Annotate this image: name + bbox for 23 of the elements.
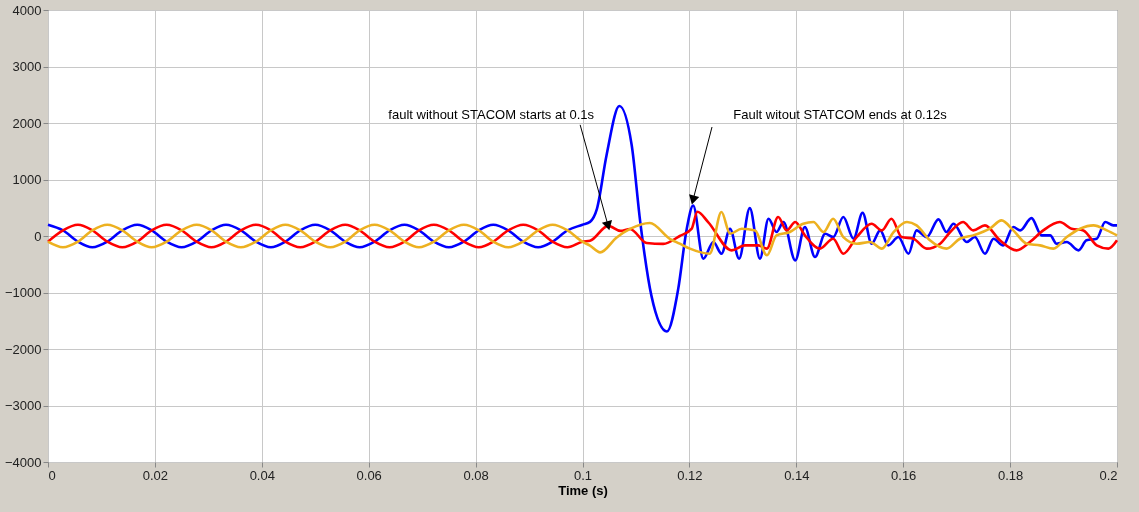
- y-tick-label: 1000: [12, 172, 42, 187]
- x-tick-label: 0.1: [573, 467, 593, 483]
- x-tick-label: 0.2: [1099, 467, 1118, 483]
- y-tick-label: −4000: [4, 454, 42, 470]
- x-tick-label: 0.12: [677, 467, 703, 483]
- x-tick-label: 0.08: [463, 467, 489, 483]
- x-tick-label: 0.16: [891, 467, 917, 483]
- y-tick-label: −2000: [4, 341, 42, 357]
- x-tick-label: 0.18: [997, 467, 1024, 483]
- y-tick-label: 4000: [12, 2, 42, 18]
- y-tick-label: 3000: [12, 59, 42, 74]
- y-tick-label: 0: [34, 228, 42, 244]
- x-tick-label: 0.14: [784, 467, 810, 483]
- y-tick-label: −1000: [4, 285, 42, 300]
- y-tick-label: 2000: [12, 115, 42, 131]
- annotation: Fault witout STATCOM ends at 0.12s: [733, 107, 948, 122]
- x-tick-label: 0: [48, 467, 56, 483]
- x-tick-label: 0.02: [142, 467, 169, 483]
- annotation: fault without STACOM starts at 0.1s: [388, 106, 595, 122]
- x-axis-title: Time (s): [558, 482, 608, 498]
- y-tick-label: −3000: [4, 398, 42, 413]
- x-tick-label: 0.04: [249, 467, 275, 483]
- x-tick-label: 0.06: [356, 467, 382, 483]
